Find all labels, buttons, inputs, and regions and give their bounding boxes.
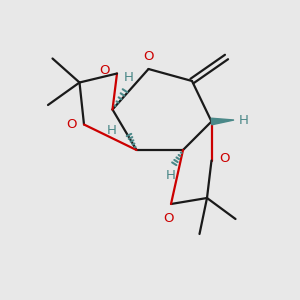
Text: O: O — [143, 50, 154, 63]
Text: H: H — [124, 71, 134, 84]
Polygon shape — [211, 118, 234, 125]
Text: H: H — [166, 169, 176, 182]
Text: H: H — [238, 113, 248, 127]
Text: O: O — [163, 212, 173, 224]
Text: H: H — [107, 124, 117, 137]
Text: O: O — [66, 118, 76, 131]
Text: O: O — [99, 64, 110, 77]
Text: O: O — [219, 152, 230, 166]
